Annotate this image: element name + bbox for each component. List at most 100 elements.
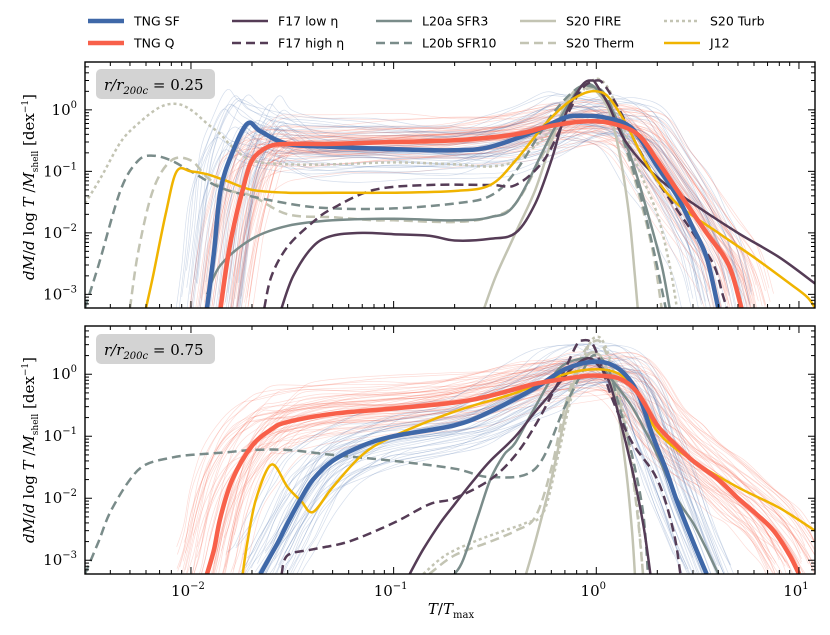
ensemble-curve	[186, 365, 780, 574]
y-tick-label: 100	[52, 100, 77, 119]
ensemble-curve	[186, 88, 699, 292]
ensemble-curve	[244, 359, 689, 574]
ensemble-curve	[274, 362, 720, 574]
ensemble-curve	[212, 394, 793, 574]
ensemble-curve	[178, 106, 690, 308]
ensemble-curve	[183, 351, 775, 574]
ensemble-curve	[189, 100, 702, 301]
ensemble-curve	[186, 95, 699, 288]
y-tick-label: 10−1	[43, 161, 77, 180]
ensemble-curve	[231, 109, 753, 308]
ensemble-curve	[228, 99, 751, 292]
legend-entry-l20a: L20a SFR3	[376, 14, 488, 29]
series-f17_high	[280, 338, 682, 574]
ensemble-curve	[215, 379, 806, 574]
series-s20_turb	[85, 77, 679, 308]
ensemble-curve	[244, 111, 766, 303]
ensemble-curve	[241, 114, 763, 307]
ensemble-curve	[229, 115, 752, 304]
ensemble-curve	[242, 364, 689, 574]
series-s20_fire	[524, 351, 637, 574]
series-s20_turb	[422, 335, 645, 574]
ensemble-curve	[209, 354, 802, 562]
ensemble-curve	[283, 380, 712, 574]
ensemble-curve	[237, 117, 759, 307]
legend-entry-s20_fire: S20 FIRE	[520, 14, 621, 29]
ensemble-curve	[300, 374, 729, 574]
panel-r025: 10−3 10−2 10−1 100 r/r200c = 0.25	[43, 61, 816, 309]
ensemble-curve	[224, 390, 802, 574]
ensemble-curve	[218, 102, 740, 295]
ensemble-curve	[218, 114, 740, 307]
y-axis-label-top: dM/d log T /Mshell [dex−1]	[20, 94, 41, 280]
ticks-r075: 10−3 10−2 10−1 100 10−2 10−1 100 101	[43, 325, 815, 600]
ensemble-curve	[175, 133, 682, 308]
ensemble-curve	[238, 127, 756, 308]
x-axis-label: T/Tmax	[428, 600, 475, 621]
ensemble-curve	[213, 93, 726, 306]
legend-entry-tng_q: TNG Q	[88, 36, 175, 51]
ensemble-curve	[232, 356, 815, 570]
ticks-r025: 10−3 10−2 10−1 100	[43, 61, 815, 309]
y-tick-label: 10−3	[43, 550, 77, 569]
ensemble-curve	[239, 102, 752, 307]
annotation-r025: r/r200c = 0.25	[96, 69, 215, 99]
ensemble-curve	[292, 379, 725, 574]
ensemble-curve	[213, 389, 794, 574]
ensemble-curve	[208, 113, 730, 306]
ensemble-curve	[210, 372, 801, 574]
ensemble-curve	[230, 125, 751, 308]
ensemble-curve	[235, 344, 683, 563]
ensemble-curve	[230, 128, 748, 308]
y-tick-label: 10−3	[43, 284, 77, 303]
series-j12	[144, 89, 815, 308]
x-tick-label: 101	[783, 581, 808, 600]
y-axis-label-bottom: dM/d log T /Mshell [dex−1]	[20, 357, 41, 543]
legend-label-j12: J12	[709, 36, 730, 51]
ensemble-curve	[176, 362, 769, 570]
ensemble-curve	[179, 363, 772, 568]
ensemble-curve	[247, 124, 766, 308]
legend-label-tng_sf: TNG SF	[133, 14, 180, 29]
background-curves-r075	[176, 342, 815, 574]
legend-entry-f17_high: F17 high η	[232, 36, 344, 51]
ensemble-curve	[240, 366, 683, 574]
ensemble-curve	[186, 134, 692, 308]
ensemble-curve	[279, 367, 725, 574]
ensemble-curve	[263, 377, 697, 574]
ensemble-curve	[227, 120, 748, 308]
series-tng_sf	[258, 359, 709, 574]
ensemble-curve	[296, 372, 735, 574]
ensemble-curve	[247, 108, 770, 307]
ensemble-curve	[252, 107, 774, 308]
ensemble-curve	[265, 378, 700, 574]
ensemble-curve	[191, 381, 779, 574]
ensemble-curve	[177, 358, 770, 572]
ensemble-curve	[276, 356, 720, 574]
ensemble-curve	[239, 360, 687, 573]
legend-label-l20b: L20b SFR10	[422, 36, 497, 51]
ensemble-curve	[224, 105, 746, 306]
series-f17_low	[280, 79, 815, 308]
ensemble-curve	[189, 108, 711, 308]
panel-r075: 10−3 10−2 10−1 100 10−2 10−1 100 101 r/r200c = …	[43, 325, 816, 600]
legend-label-s20_turb: S20 Turb	[710, 14, 765, 29]
ensemble-curve	[203, 131, 721, 308]
ensemble-curve	[271, 384, 693, 574]
y-tick-label: 10−2	[43, 488, 77, 507]
series-r075	[85, 335, 815, 574]
ensemble-curve	[189, 108, 711, 308]
ensemble-curve	[184, 370, 776, 574]
ensemble-curve	[232, 112, 743, 308]
ensemble-curve	[192, 121, 702, 308]
ensemble-curve	[176, 374, 770, 573]
series-l20b	[85, 84, 667, 308]
ensemble-curve	[264, 357, 712, 574]
ensemble-curve	[189, 120, 699, 308]
y-tick-label: 10−1	[43, 426, 77, 445]
ensemble-curve	[281, 381, 704, 574]
legend: TNG SF TNG Q F17 low η F17 high η L20a SFR3 L…	[88, 14, 765, 51]
legend-entry-s20_turb: S20 Turb	[664, 14, 765, 29]
legend-entry-l20b: L20b SFR10	[376, 36, 497, 51]
